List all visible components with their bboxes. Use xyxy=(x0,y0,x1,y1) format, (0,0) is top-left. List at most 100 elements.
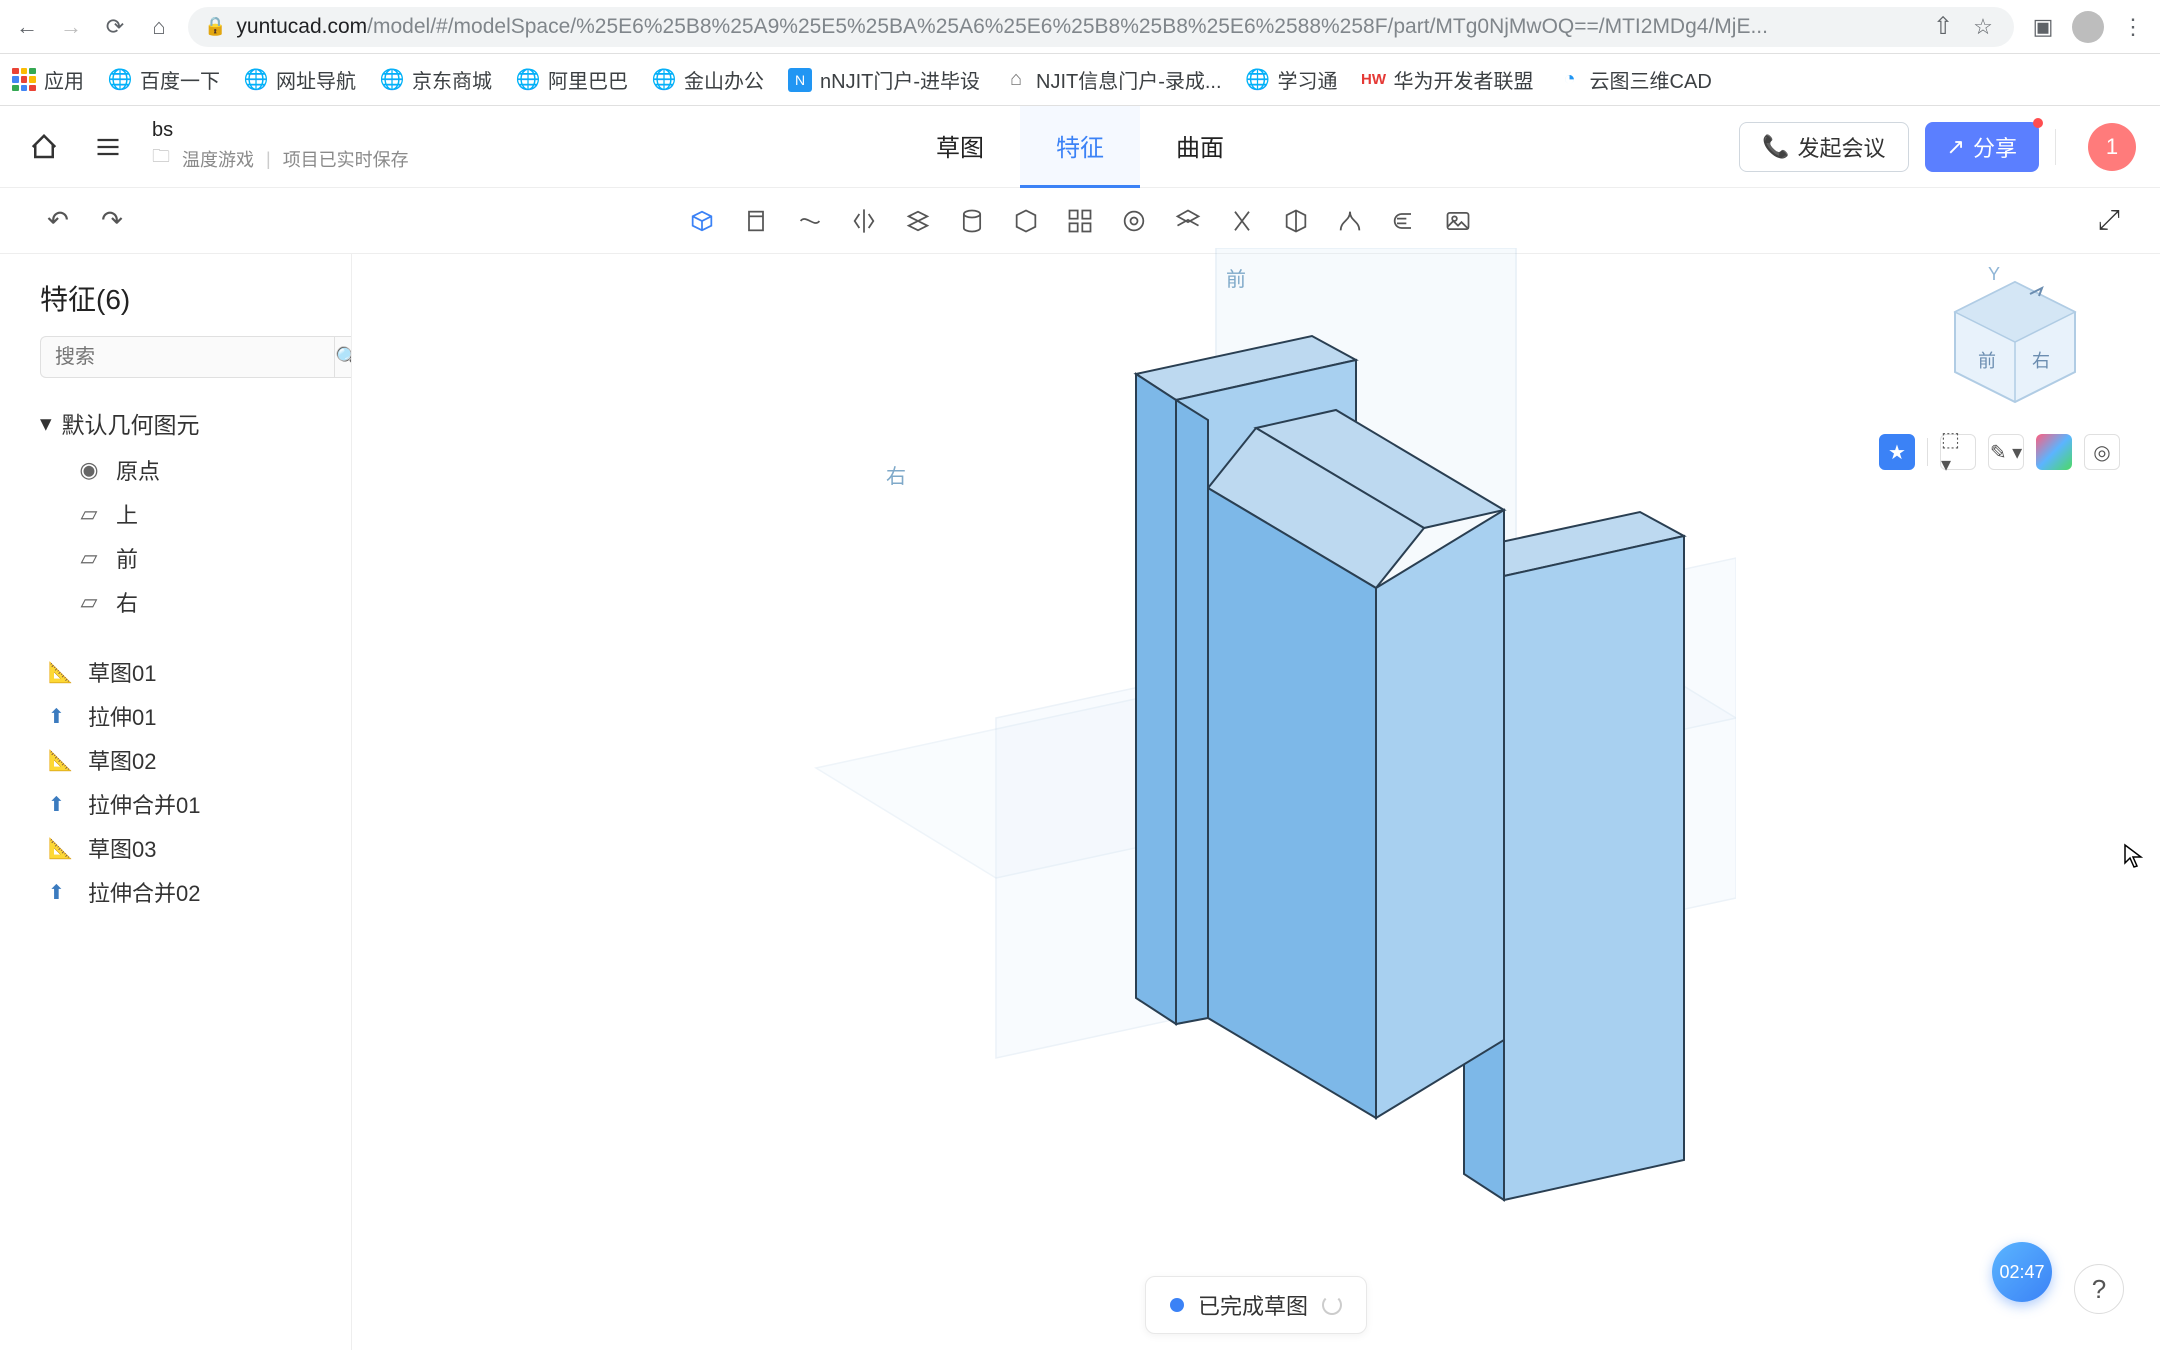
view-cube[interactable]: Y 前 右 xyxy=(1930,262,2100,412)
meeting-button[interactable]: 📞 发起会议 xyxy=(1739,122,1908,172)
lock-icon: 🔒 xyxy=(204,16,226,37)
search-input[interactable] xyxy=(40,336,334,378)
timer-badge[interactable]: 02:47 xyxy=(1992,1242,2052,1302)
subset-tool[interactable] xyxy=(1386,203,1422,239)
chevron-down-icon: ▾ xyxy=(40,410,52,437)
bookmark-item[interactable]: 🌐金山办公 xyxy=(652,65,764,94)
star-icon[interactable]: ☆ xyxy=(1968,12,1998,42)
sketch-icon: 📐 xyxy=(48,660,74,685)
bookmark-item[interactable]: HW 华为开发者联盟 xyxy=(1362,65,1534,94)
globe-icon: 🌐 xyxy=(380,68,404,92)
tree-item-plane-right[interactable]: ▱右 xyxy=(40,580,331,624)
profile-icon[interactable] xyxy=(2072,11,2104,43)
bookmarks-bar: 应用 🌐百度一下 🌐网址导航 🌐京东商城 🌐阿里巴巴 🌐金山办公 NnNJIT门… xyxy=(0,54,2160,106)
globe-icon: 🌐 xyxy=(1246,68,1270,92)
user-avatar[interactable]: 1 xyxy=(2088,123,2136,171)
sketch-icon: 📐 xyxy=(48,836,74,861)
shell-tool[interactable] xyxy=(954,203,990,239)
plane-label-front: 前 xyxy=(1226,268,1246,291)
tab-surface[interactable]: 曲面 xyxy=(1140,106,1260,188)
tree-group-geometry[interactable]: ▾ 默认几何图元 xyxy=(40,398,331,448)
fullscreen-button[interactable]: ⤢ xyxy=(2098,204,2120,237)
back-button[interactable]: ← xyxy=(12,12,42,42)
svg-text:前: 前 xyxy=(1978,351,1996,371)
view-tools: ★ ⬚ ▾ ✎ ▾ ◎ xyxy=(1879,434,2120,470)
tab-feature[interactable]: 特征 xyxy=(1020,106,1140,188)
bookmark-label: 京东商城 xyxy=(412,65,492,94)
bookmark-label: 华为开发者联盟 xyxy=(1394,65,1534,94)
hamburger-menu[interactable] xyxy=(88,127,128,167)
plane-tool[interactable] xyxy=(1170,203,1206,239)
undo-button[interactable]: ↶ xyxy=(40,203,76,239)
document-title[interactable]: bs xyxy=(152,119,409,142)
panel-icon[interactable]: ▣ xyxy=(2028,12,2058,42)
redo-button[interactable]: ↷ xyxy=(94,203,130,239)
share-button[interactable]: ↗ 分享 xyxy=(1925,122,2039,172)
curve-tool[interactable] xyxy=(1332,203,1368,239)
bookmark-item[interactable]: ⌂NJIT信息门户-录成... xyxy=(1004,65,1222,94)
view-cube-button[interactable]: ⬚ ▾ xyxy=(1940,434,1976,470)
extrude-icon: ⬆ xyxy=(48,792,74,817)
feature-extrude-merge01[interactable]: ⬆拉伸合并01 xyxy=(40,782,331,826)
forward-button[interactable]: → xyxy=(56,12,86,42)
extrude-icon: ⬆ xyxy=(48,704,74,729)
bookmark-item[interactable]: 🌐网址导航 xyxy=(244,65,356,94)
home-icon: ⌂ xyxy=(1004,68,1028,92)
view-fit-button[interactable]: ★ xyxy=(1879,434,1915,470)
bookmark-item[interactable]: ◔云图三维CAD xyxy=(1558,65,1712,94)
bookmark-item[interactable]: 🌐 学习通 xyxy=(1246,65,1338,94)
mode-tabs: 草图 特征 曲面 xyxy=(900,106,1260,188)
huawei-icon: HW xyxy=(1362,68,1386,92)
bookmark-item[interactable]: 🌐百度一下 xyxy=(108,65,220,94)
tab-sketch[interactable]: 草图 xyxy=(900,106,1020,188)
extrude-tool[interactable] xyxy=(684,203,720,239)
fillet-tool[interactable] xyxy=(1008,203,1044,239)
share-url-icon[interactable]: ⇧ xyxy=(1928,12,1958,42)
feature-extrude01[interactable]: ⬆ 拉伸01 xyxy=(40,694,331,738)
bookmark-item[interactable]: 🌐 京东商城 xyxy=(380,65,492,94)
panel-title: 特征(6) xyxy=(40,278,331,318)
bookmark-item[interactable]: 🌐阿里巴巴 xyxy=(516,65,628,94)
3d-viewport[interactable]: 前 右 xyxy=(352,254,2160,1350)
search-button[interactable]: 🔍 xyxy=(334,336,352,378)
bookmark-item[interactable]: NnNJIT门户-进毕设 xyxy=(788,65,980,94)
status-text: 已完成草图 xyxy=(1198,1289,1308,1321)
feature-sketch01[interactable]: 📐 草图01 xyxy=(40,650,331,694)
reload-button[interactable]: ⟳ xyxy=(100,12,130,42)
hole-tool[interactable] xyxy=(1116,203,1152,239)
bookmark-apps[interactable]: 应用 xyxy=(12,65,84,94)
main-area: 特征(6) 🔍 ▾ 默认几何图元 ◉原点 ▱上 ▱前 ▱右 📐 草图01 ⬆ 拉伸0… xyxy=(0,254,2160,1350)
split-tool[interactable] xyxy=(1224,203,1260,239)
view-edge-button[interactable]: ✎ ▾ xyxy=(1988,434,2024,470)
folder-name[interactable]: 温度游戏 xyxy=(182,146,254,172)
help-button[interactable]: ? xyxy=(2074,1264,2124,1314)
image-tool[interactable] xyxy=(1440,203,1476,239)
feature-extrude-merge02[interactable]: ⬆拉伸合并02 xyxy=(40,870,331,914)
boolean-tool[interactable] xyxy=(1278,203,1314,239)
browser-toolbar: ← → ⟳ ⌂ 🔒 yuntucad.com/model/#/modelSpac… xyxy=(0,0,2160,54)
feature-sketch02[interactable]: 📐草图02 xyxy=(40,738,331,782)
app-home-button[interactable] xyxy=(24,127,64,167)
revolve-tool[interactable] xyxy=(738,203,774,239)
tree-item-plane-front[interactable]: ▱前 xyxy=(40,536,331,580)
tree-item-plane-top[interactable]: ▱上 xyxy=(40,492,331,536)
feature-label: 拉伸01 xyxy=(88,700,156,732)
feature-label: 草图01 xyxy=(88,656,156,688)
bookmark-label: 应用 xyxy=(44,65,84,94)
bookmark-label: 金山办公 xyxy=(684,65,764,94)
sweep-tool[interactable] xyxy=(792,203,828,239)
apps-icon xyxy=(12,68,36,92)
view-target-button[interactable]: ◎ xyxy=(2084,434,2120,470)
view-color-button[interactable] xyxy=(2036,434,2072,470)
bookmark-label: nNJIT门户-进毕设 xyxy=(820,65,980,94)
feature-sketch03[interactable]: 📐草图03 xyxy=(40,826,331,870)
home-button[interactable]: ⌂ xyxy=(144,12,174,42)
menu-icon[interactable]: ⋮ xyxy=(2118,12,2148,42)
pattern-tool[interactable] xyxy=(1062,203,1098,239)
bookmark-label: 学习通 xyxy=(1278,65,1338,94)
url-bar[interactable]: 🔒 yuntucad.com/model/#/modelSpace/%25E6%… xyxy=(188,7,2014,47)
tree-item-origin[interactable]: ◉原点 xyxy=(40,448,331,492)
loft-tool[interactable] xyxy=(900,203,936,239)
meeting-button-label: 发起会议 xyxy=(1798,131,1886,163)
mirror-tool[interactable] xyxy=(846,203,882,239)
